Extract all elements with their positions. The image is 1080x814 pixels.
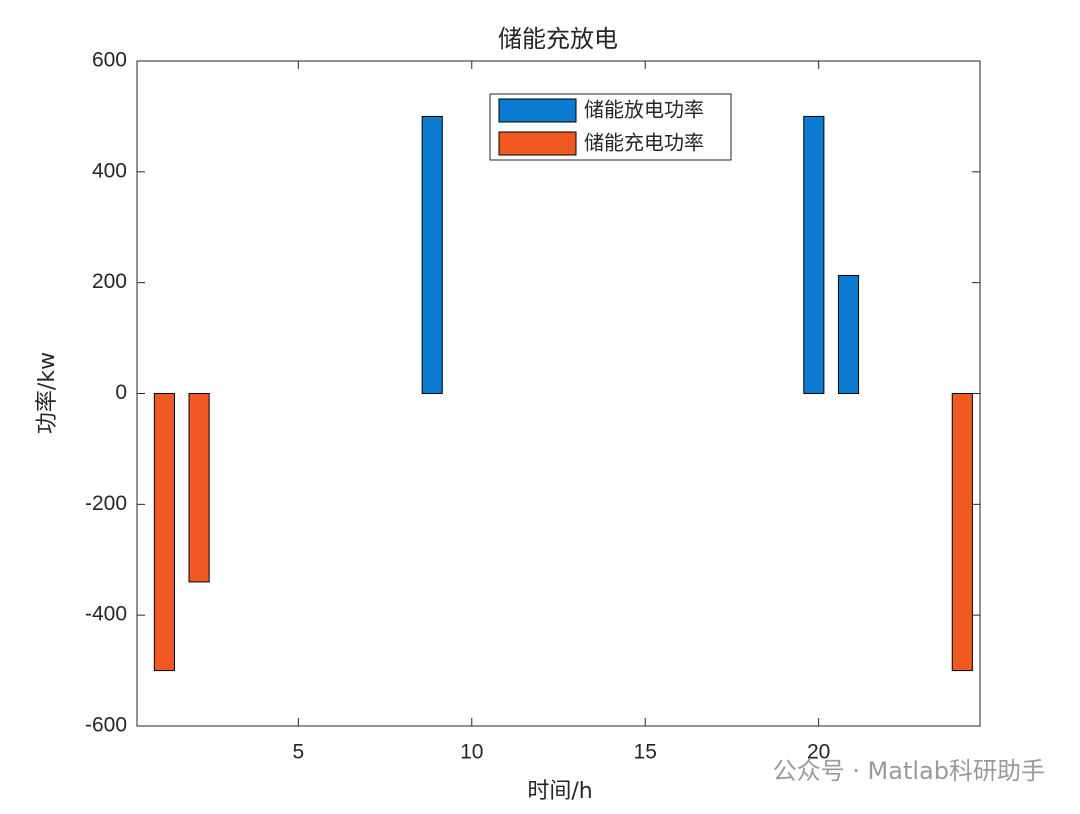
legend-swatch <box>498 131 577 156</box>
y-tick-label: -200 <box>85 492 127 515</box>
x-tick-label: 5 <box>292 741 304 764</box>
y-tick-label: 400 <box>92 159 127 182</box>
chart-title: 储能充放电 <box>498 25 618 53</box>
y-axis-label: 功率/kw <box>35 352 60 434</box>
y-tick-label: 600 <box>92 49 127 72</box>
legend-label: 储能充电功率 <box>584 131 704 155</box>
x-tick-label: 20 <box>807 741 830 764</box>
y-tick-label: -600 <box>85 714 127 737</box>
legend-swatch <box>498 98 577 123</box>
bar <box>951 393 973 672</box>
bar <box>188 393 210 583</box>
x-tick-label: 10 <box>460 741 483 764</box>
watermark: 公众号 · Matlab科研助手 <box>773 757 1045 785</box>
y-tick-label: 200 <box>92 270 127 293</box>
x-tick-label: 15 <box>634 741 657 764</box>
legend-label: 储能放电功率 <box>584 98 704 122</box>
bar <box>421 115 443 395</box>
bar <box>837 274 860 394</box>
bar <box>153 393 175 672</box>
y-tick-label: 0 <box>115 381 127 404</box>
y-tick-label: -400 <box>85 603 127 626</box>
x-axis-label: 时间/h <box>527 779 592 804</box>
bar <box>803 115 825 395</box>
